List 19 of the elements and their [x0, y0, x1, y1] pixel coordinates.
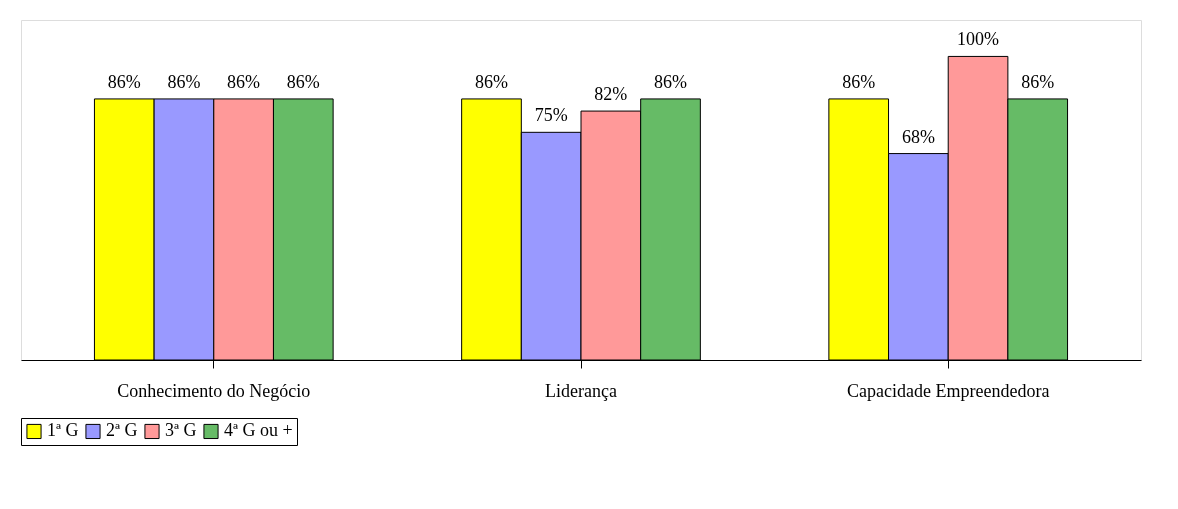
data-label: 86%	[227, 71, 261, 92]
legend-label: 4ª G ou +	[224, 420, 293, 441]
data-label: 86%	[286, 71, 320, 92]
legend-label: 2ª G	[106, 420, 138, 441]
data-label: 86%	[654, 71, 688, 92]
data-label: 75%	[534, 105, 568, 126]
data-label: 82%	[594, 84, 628, 105]
data-label: 100%	[957, 29, 1000, 50]
legend-label: 1ª G	[47, 420, 79, 441]
x-tick-label: Conhecimento do Negócio	[117, 380, 311, 401]
data-label: 86%	[107, 71, 141, 92]
data-label: 86%	[167, 71, 201, 92]
x-tick-label: Liderança	[545, 380, 617, 401]
data-label: 68%	[901, 126, 935, 147]
data-label: 86%	[474, 71, 508, 92]
data-label: 86%	[842, 71, 876, 92]
legend-label: 3ª G	[165, 420, 197, 441]
data-label: 86%	[1021, 71, 1055, 92]
x-tick-label: Capacidade Empreendedora	[847, 380, 1050, 401]
